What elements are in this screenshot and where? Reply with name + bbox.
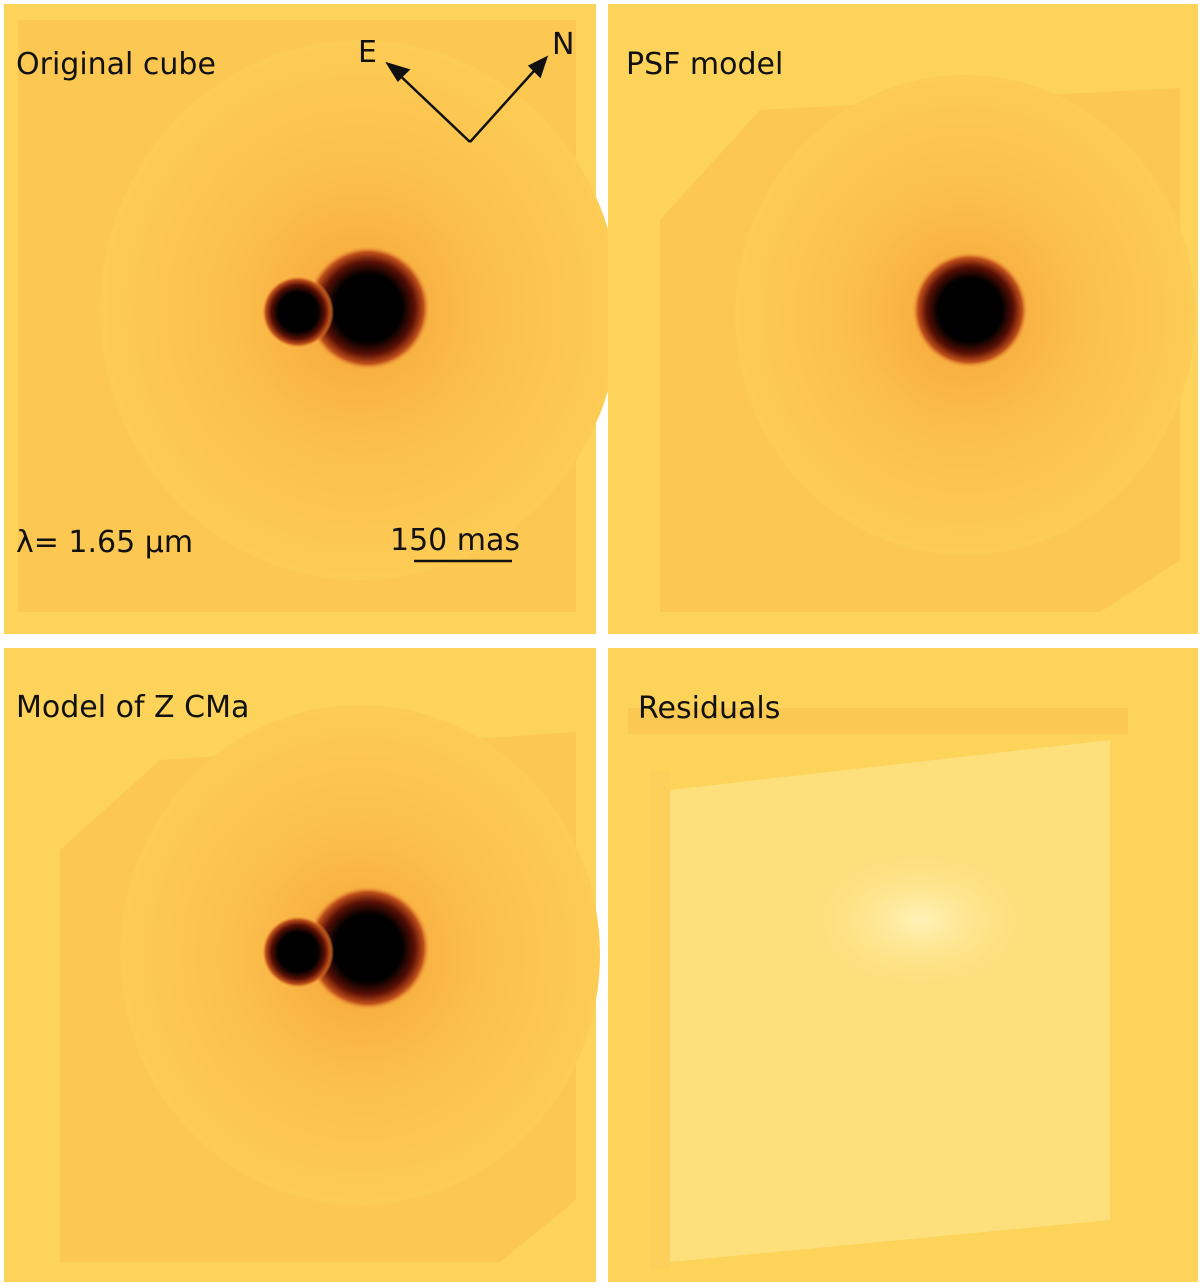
panel-original: Original cube E N λ= 1.65 μm 150 mas <box>4 4 620 634</box>
panel-title: PSF model <box>626 47 783 82</box>
scale-bar-label: 150 mas <box>390 523 520 558</box>
panel-title: Original cube <box>16 47 216 82</box>
residual-frame <box>670 740 1110 1262</box>
panel-residuals: Residuals <box>608 648 1198 1282</box>
panel-title: Model of Z CMa <box>16 690 249 725</box>
residual-edge <box>628 708 1128 734</box>
companion <box>262 916 334 988</box>
panel-model: Model of Z CMa <box>4 648 600 1282</box>
primary-star <box>306 886 430 1010</box>
panel-psf: PSF model <box>608 4 1198 634</box>
panel-title: Residuals <box>638 691 780 726</box>
compass-east: E <box>358 35 377 70</box>
primary-star <box>306 246 430 370</box>
star <box>912 252 1028 368</box>
compass-north: N <box>552 27 574 62</box>
residual-blob <box>810 850 1030 990</box>
residual-edge <box>650 770 670 1270</box>
compass-arrows <box>385 55 549 143</box>
wavelength-label: λ= 1.65 μm <box>16 525 193 560</box>
companion <box>262 276 334 348</box>
